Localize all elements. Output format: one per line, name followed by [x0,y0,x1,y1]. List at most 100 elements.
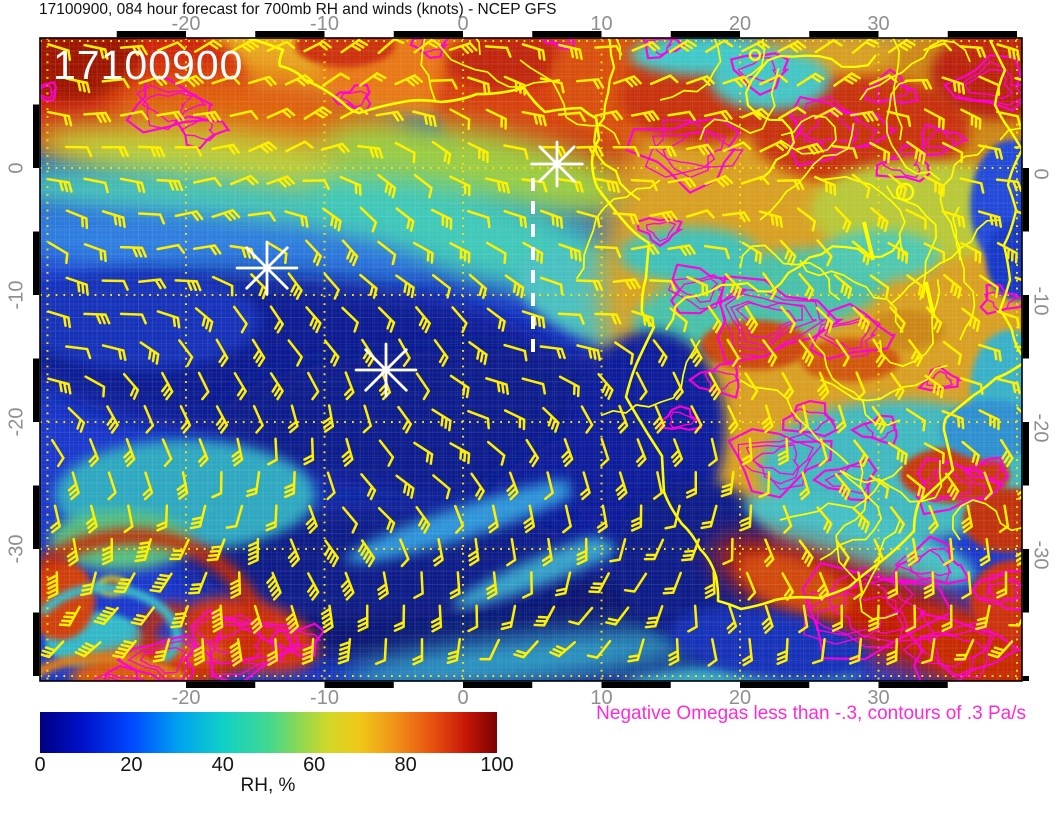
wind-barb [557,177,584,193]
wind-barb [449,571,461,600]
wind-barb [998,504,1010,533]
wind-barb [377,38,405,55]
wind-barb [923,175,945,197]
wind-barb [284,210,309,228]
wind-barb [269,305,284,334]
wind-barb [576,537,588,566]
wind-barb [197,438,209,468]
wind-barb [557,111,586,123]
wind-barb [652,404,666,434]
wind-barb [923,442,945,465]
wind-barb [413,38,442,54]
wind-barb [101,344,127,361]
wind-barb [700,504,718,530]
wind-barb [248,141,278,154]
wind-barb [303,437,315,466]
wind-barb [758,210,784,228]
wind-barb [943,273,962,299]
wind-barb [229,638,243,667]
wind-barb [487,504,499,534]
axis-tick-label: -10 [310,13,339,35]
wind-barb [995,110,1022,127]
wind-barb [46,110,73,127]
wind-barb [615,471,628,501]
wind-barb [430,78,458,90]
wind-barb [359,273,378,299]
wind-barb [225,504,244,529]
wind-barb [851,38,880,54]
wind-barb [539,77,565,94]
wind-barb [479,638,501,661]
wind-barb [959,177,985,194]
wind-barb [523,504,536,534]
wind-barb [999,438,1014,468]
wind-barb [888,173,908,199]
wind-barb [432,537,444,567]
wind-barb [630,244,660,256]
wind-barb [869,141,891,164]
wind-barb [925,306,943,334]
wind-barb [174,145,203,157]
wind-barb [513,640,539,659]
wind-barb [305,504,318,534]
wind-barb [113,572,136,594]
wind-barb [815,306,834,333]
wind-barb [503,343,528,362]
wind-barb [506,471,519,501]
wind-barb [139,341,160,365]
wind-barb [106,405,119,434]
wind-barb [451,306,468,334]
wind-barb [889,506,905,534]
wind-barb [415,506,431,534]
wind-barb [724,273,742,300]
wind-barb [627,638,645,663]
wind-barb [635,438,647,468]
wind-barb [107,471,117,501]
wind-barb [722,75,752,88]
wind-barb [867,604,880,632]
wind-barb [741,241,763,265]
wind-barb [326,471,336,501]
wind-barb [977,343,1002,362]
wind-barb [211,209,241,222]
wind-barb [211,75,241,85]
wind-barb [395,474,415,499]
wind-barb [887,241,909,264]
wind-barb [323,272,340,300]
wind-barb [761,404,774,434]
wind-barb [285,604,300,634]
wind-barb [653,471,663,500]
wind-barb [65,145,93,158]
wind-barb [744,372,759,401]
wind-barb [449,242,471,264]
wind-barb [852,507,870,534]
wind-barb [123,504,134,534]
wind-barb [357,539,376,568]
wind-barb [704,571,716,599]
wind-barb [119,245,147,258]
wind-barb [816,239,833,267]
wind-barb [232,305,248,334]
axis-tick-label: 0 [457,13,469,35]
wind-barb [320,604,334,634]
axis-tick-label: -20 [171,687,201,709]
wind-barb [174,279,202,292]
wind-barb [889,306,906,334]
wind-barb [597,372,614,400]
wind-barb [905,408,927,432]
wind-barb [360,473,377,501]
wind-barb [649,279,677,292]
wind-barb [84,375,106,398]
wind-barb [211,604,224,633]
wind-barb [977,210,1003,228]
wind-barb [322,207,342,232]
wind-barb [211,275,234,297]
wind-barb [412,241,434,264]
wind-barb [832,604,843,633]
wind-barb [817,371,830,401]
wind-barb [890,372,905,401]
axis-tick-label: -30 [1029,540,1052,570]
wind-barb [156,178,184,192]
wind-barb [996,310,1020,329]
wind-barb [50,504,61,534]
